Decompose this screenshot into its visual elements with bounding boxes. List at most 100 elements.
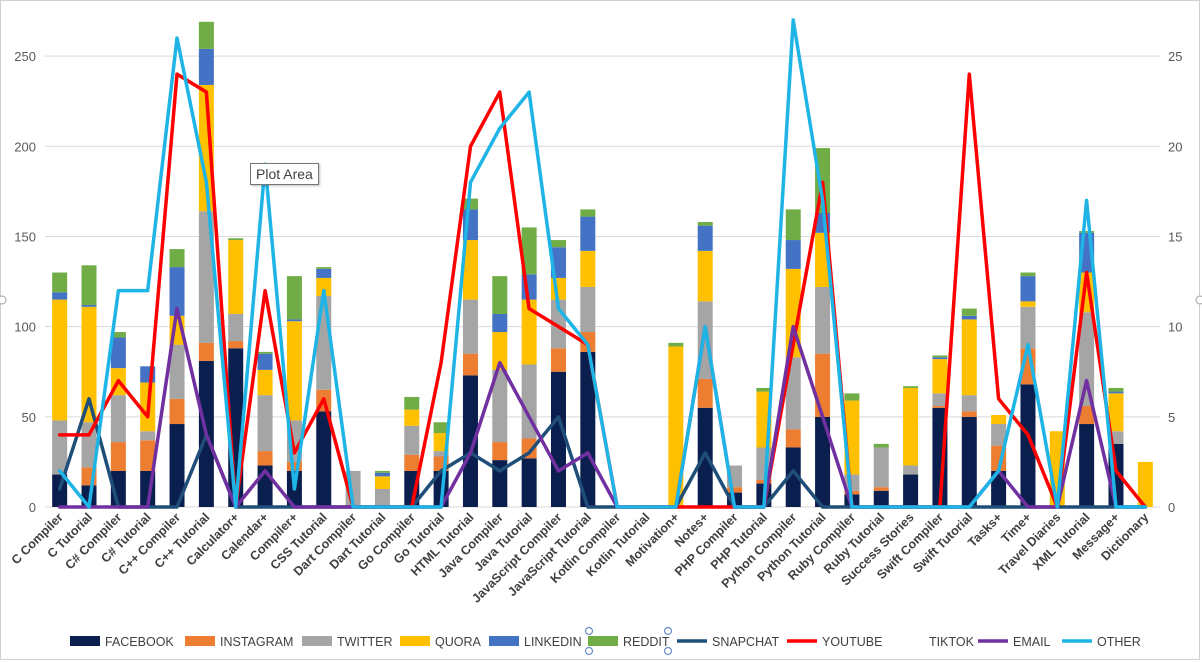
bar-quora	[198, 84, 214, 212]
bar-facebook	[991, 470, 1007, 507]
bar-twitter	[52, 420, 68, 475]
bar-reddit	[1108, 387, 1124, 392]
bar-reddit	[580, 209, 596, 217]
bar-reddit	[81, 265, 97, 305]
legend-label: YOUTUBE	[822, 635, 882, 649]
bar-facebook	[961, 416, 977, 507]
bar-instagram	[492, 442, 508, 461]
bar-instagram	[140, 440, 156, 471]
bar-twitter	[404, 425, 420, 455]
bar-facebook	[580, 351, 596, 507]
legend-swatch	[400, 636, 430, 646]
bar-quora	[932, 359, 948, 394]
legend-label: QUORA	[435, 635, 482, 649]
bar-linkedin	[81, 304, 97, 307]
bar-facebook	[815, 416, 831, 507]
bar-reddit	[1079, 231, 1095, 233]
bar-twitter	[1020, 306, 1036, 349]
line-series	[57, 18, 1148, 509]
bar-reddit	[668, 342, 684, 347]
resize-handle	[1195, 295, 1202, 305]
bar-twitter	[169, 344, 185, 399]
bar-linkedin	[169, 267, 185, 316]
bar-reddit	[844, 393, 860, 401]
bar-facebook	[697, 407, 713, 507]
bar-linkedin	[932, 357, 948, 360]
bar-reddit	[462, 198, 478, 210]
bar-quora	[521, 299, 537, 365]
bar-linkedin	[961, 315, 977, 320]
y2-tick-label: 10	[1168, 320, 1182, 335]
legend-swatch	[302, 636, 332, 646]
selection-handle	[663, 646, 673, 656]
bar-linkedin	[198, 48, 214, 85]
line-other	[57, 18, 1148, 509]
y-axis-left: 0 50 100 150 200 250	[14, 49, 36, 515]
bar-instagram	[961, 411, 977, 417]
line-youtube	[57, 72, 1148, 509]
bar-quora	[991, 415, 1007, 425]
bar-reddit	[286, 276, 302, 320]
bar-linkedin	[697, 225, 713, 251]
bar-quora	[316, 277, 332, 296]
bar-quora	[697, 250, 713, 302]
bar-instagram	[1079, 405, 1095, 425]
bar-reddit	[521, 227, 537, 275]
plot-area-tooltip: Plot Area	[250, 163, 319, 185]
bar-reddit	[492, 276, 508, 315]
bar-linkedin	[52, 292, 68, 300]
bar-reddit	[697, 222, 713, 226]
bar-reddit	[903, 386, 919, 388]
bar-quora	[228, 240, 244, 315]
y-tick-label: 200	[14, 139, 36, 154]
bar-instagram	[198, 342, 214, 361]
legend-swatch	[70, 636, 100, 646]
y-tick-label: 100	[14, 320, 36, 335]
bar-facebook	[169, 424, 185, 507]
bar-twitter	[433, 451, 449, 457]
bar-linkedin	[492, 314, 508, 333]
bar-linkedin	[110, 337, 126, 369]
bar-instagram	[727, 487, 743, 493]
bar-twitter	[903, 465, 919, 475]
bar-twitter	[932, 393, 948, 406]
y-axis-right: 0 5 10 15 20 25	[1168, 49, 1182, 515]
bar-linkedin	[785, 240, 801, 269]
bar-linkedin	[580, 216, 596, 251]
bar-quora	[52, 299, 68, 421]
resize-handle	[0, 295, 7, 305]
legend-label: TWITTER	[337, 635, 393, 649]
bar-reddit	[404, 396, 420, 410]
legend-label: LINKEDIN	[524, 635, 582, 649]
bar-reddit	[785, 209, 801, 241]
bar-linkedin	[257, 353, 273, 370]
y2-tick-label: 0	[1168, 500, 1175, 515]
bar-quora	[580, 250, 596, 287]
bar-quora	[492, 332, 508, 370]
bar-reddit	[110, 332, 126, 338]
selection-handle	[584, 626, 594, 636]
selection-handle	[663, 626, 673, 636]
bar-instagram	[785, 429, 801, 448]
bar-quora	[1020, 301, 1036, 307]
y-tick-label: 50	[22, 410, 36, 425]
bar-twitter	[991, 424, 1007, 446]
bar-linkedin	[1108, 391, 1124, 394]
bar-twitter	[521, 364, 537, 439]
y-tick-label: 150	[14, 229, 36, 244]
bar-reddit	[169, 249, 185, 268]
bar-quora	[462, 240, 478, 300]
bar-twitter	[1079, 312, 1095, 406]
bar-facebook	[550, 371, 566, 507]
bar-reddit	[228, 238, 244, 241]
bar-instagram	[932, 405, 948, 408]
bar-facebook	[492, 460, 508, 507]
bar-reddit	[932, 355, 948, 358]
bar-facebook	[903, 474, 919, 507]
legend-label: REDDIT	[623, 635, 670, 649]
bar-quora	[1108, 393, 1124, 432]
bar-quora	[903, 387, 919, 466]
